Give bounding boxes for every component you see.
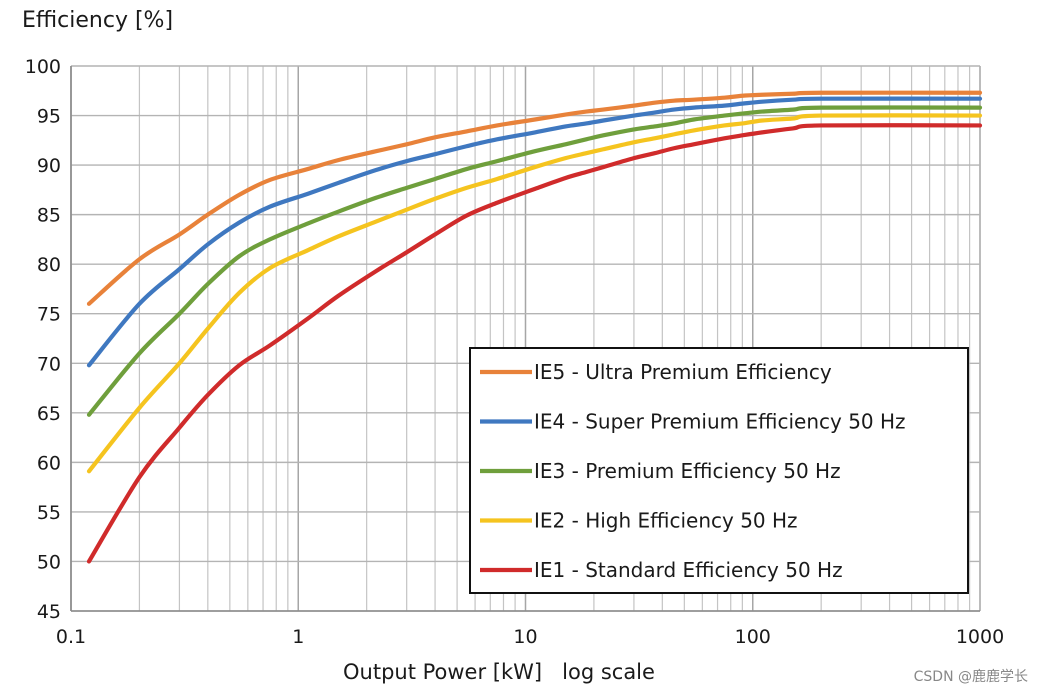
series-line-ie4: [86, 96, 983, 368]
x-tick-label: 10: [513, 626, 537, 648]
series-line-ie5: [86, 90, 983, 306]
series-layer: [86, 90, 983, 564]
y-tick-label: 85: [37, 205, 61, 227]
legend-box: [469, 347, 969, 594]
y-tick-label: 75: [37, 304, 61, 326]
legend: IE5 - Ultra Premium Efficiency IE4 - Supe…: [469, 347, 969, 594]
x-tick-label: 1: [292, 626, 304, 648]
y-tick-label: 55: [37, 502, 61, 524]
axis-layer: 45 50 55 60 65 70 75 80 85 90 95 100 0.1 1 10 100 1000: [25, 56, 1004, 648]
x-axis-label-note: log scale: [562, 660, 655, 684]
y-tick-label: 95: [37, 106, 61, 128]
y-tick-label: 65: [37, 403, 61, 425]
y-tick-label: 45: [37, 601, 61, 623]
y-tick-label: 80: [37, 254, 61, 276]
legend-label-ie3: IE3 - Premium Efficiency 50 Hz: [534, 459, 841, 483]
y-axis-label: Efficiency [%]: [22, 8, 174, 33]
y-tick-label: 70: [37, 353, 61, 375]
legend-label-ie2: IE2 - High Efficiency 50 Hz: [534, 509, 798, 533]
x-tick-label: 100: [735, 626, 771, 648]
series-line-ie3: [86, 105, 983, 417]
legend-label-ie5: IE5 - Ultra Premium Efficiency: [534, 360, 832, 384]
series-line-ie1: [86, 123, 983, 564]
y-tick-label: 100: [25, 56, 61, 78]
x-axis-label: Output Power [kW] log scale: [343, 660, 655, 684]
legend-label-ie4: IE4 - Super Premium Efficiency 50 Hz: [534, 410, 906, 434]
watermark: CSDN @鹿鹿学长: [913, 669, 1028, 685]
x-axis-label-main: Output Power [kW]: [343, 660, 543, 684]
x-tick-label: 0.1: [56, 626, 86, 648]
y-tick-label: 50: [37, 551, 61, 573]
series-line-ie2: [86, 113, 983, 474]
legend-label-ie1: IE1 - Standard Efficiency 50 Hz: [534, 558, 843, 582]
x-tick-label: 1000: [956, 626, 1004, 648]
y-tick-label: 60: [37, 452, 61, 474]
y-tick-label: 90: [37, 155, 61, 177]
